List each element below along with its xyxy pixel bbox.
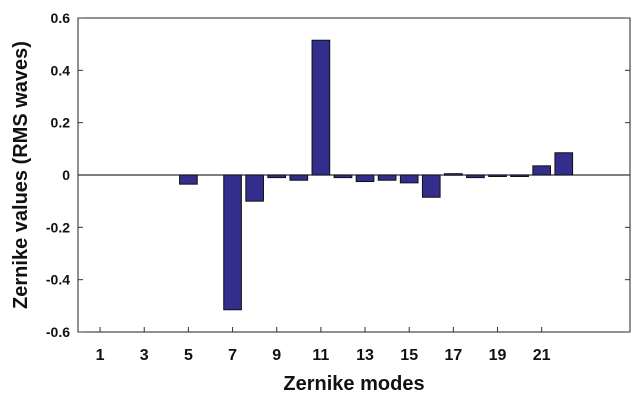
bar-mode-10	[289, 174, 309, 181]
bar-mode-5	[179, 174, 198, 185]
bar-mode-20	[510, 174, 529, 177]
bar-mode-15	[399, 174, 419, 184]
x-tick-label: 13	[356, 347, 374, 364]
y-tick-label: 0.6	[51, 10, 71, 26]
x-axis-title: Zernike modes	[283, 373, 424, 395]
bar-mode-14	[377, 174, 397, 181]
bar-mode-12	[333, 174, 353, 179]
bar-mode-7	[223, 174, 242, 311]
bar-mode-19	[488, 174, 507, 177]
x-tick-label: 5	[184, 347, 193, 364]
bar-mode-18	[466, 174, 485, 179]
y-tick-label: -0.6	[46, 324, 70, 340]
y-tick-label: -0.2	[46, 219, 70, 235]
bar-mode-9	[267, 174, 287, 179]
x-tick-label: 15	[400, 347, 418, 364]
bar-mode-11	[311, 39, 331, 176]
bars-group	[179, 39, 574, 311]
x-tick-label: 19	[489, 347, 507, 364]
y-axis-title: Zernike values (RMS waves)	[10, 41, 32, 309]
bar-mode-21	[532, 165, 552, 176]
bar-mode-17	[444, 173, 463, 176]
x-ticks-group: 1 3 5 7 9 11 13 15 17 19 21	[96, 327, 551, 364]
bar-mode-16	[421, 174, 441, 198]
bar-mode-13	[355, 174, 375, 183]
bar-mode-22	[554, 152, 574, 176]
y-ticks-group: -0.6 -0.4 -0.2 0 0.2 0.4 0.6	[46, 10, 630, 340]
y-tick-label: 0	[62, 167, 70, 183]
x-tick-label: 11	[312, 347, 329, 364]
x-tick-label: 3	[140, 347, 149, 364]
y-tick-label: 0.4	[51, 62, 71, 78]
x-tick-label: 21	[533, 347, 551, 364]
x-tick-label: 7	[228, 347, 237, 364]
x-tick-label: 1	[96, 347, 105, 364]
y-tick-label: -0.4	[46, 272, 70, 288]
y-tick-label: 0.2	[51, 115, 71, 131]
x-tick-label: 9	[272, 347, 281, 364]
x-tick-label: 17	[444, 347, 462, 364]
bar-mode-8	[245, 174, 264, 202]
